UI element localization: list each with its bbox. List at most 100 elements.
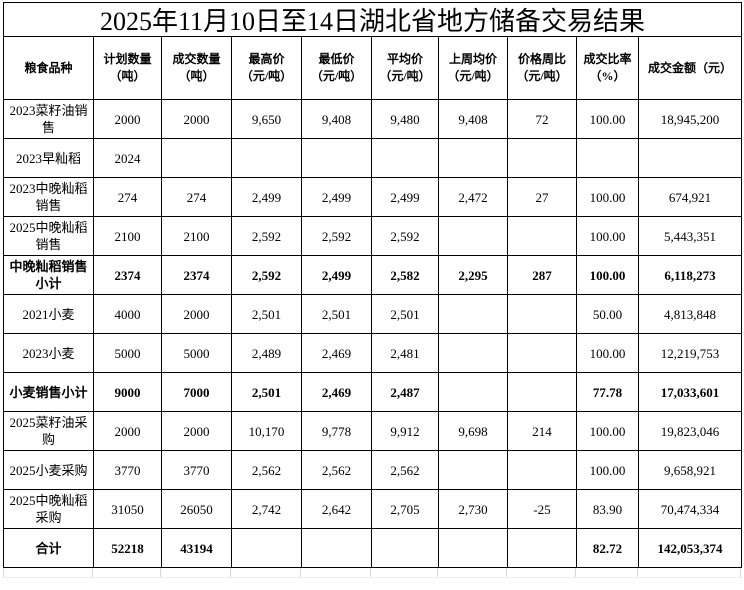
table-cell: 2,469 bbox=[301, 333, 372, 373]
table-cell: 2,592 bbox=[301, 216, 372, 256]
table-cell: 100.00 bbox=[576, 411, 639, 451]
trade-results-table: 粮食品种 计划数量 （吨） 成交数量 （吨） 最高价 （元/吨） 最低价 （元/… bbox=[3, 36, 742, 568]
table-cell: 3770 bbox=[93, 450, 162, 490]
table-header: 粮食品种 计划数量 （吨） 成交数量 （吨） 最高价 （元/吨） 最低价 （元/… bbox=[3, 36, 742, 100]
table-body: 2023菜籽油销售 2000 2000 9,650 9,408 9,480 9,408 72 1… bbox=[3, 99, 742, 568]
table-cell: 2024 bbox=[93, 138, 162, 178]
table-cell: 2,501 bbox=[371, 294, 439, 334]
table-cell: 2,642 bbox=[301, 489, 372, 529]
table-cell: 2000 bbox=[93, 99, 162, 139]
table-cell: 2100 bbox=[161, 216, 232, 256]
table-cell: 9,480 bbox=[371, 99, 439, 139]
table-cell: 100.00 bbox=[576, 450, 639, 490]
table-row: 2023早籼稻 2024 bbox=[3, 138, 742, 178]
header-row: 粮食品种 计划数量 （吨） 成交数量 （吨） 最高价 （元/吨） 最低价 （元/… bbox=[3, 36, 742, 100]
table-cell: 100.00 bbox=[576, 255, 639, 295]
table-row: 小麦销售小计 9000 7000 2,501 2,469 2,487 77.78 17,033… bbox=[3, 372, 742, 412]
table-row: 2025中晚籼稻采购 31050 26050 2,742 2,642 2,705 2,730… bbox=[3, 489, 742, 529]
table-cell: 2,742 bbox=[231, 489, 302, 529]
table-cell: 2,499 bbox=[301, 255, 372, 295]
column-header-avg-price: 平均价 （元/吨） bbox=[371, 36, 439, 100]
table-cell: 674,921 bbox=[638, 177, 742, 217]
table-cell: 5000 bbox=[93, 333, 162, 373]
table-cell: 2,592 bbox=[231, 216, 302, 256]
table-cell: 274 bbox=[161, 177, 232, 217]
table-cell: 142,053,374 bbox=[638, 528, 742, 568]
column-header-traded-qty: 成交数量 （吨） bbox=[161, 36, 232, 100]
table-cell: 31050 bbox=[93, 489, 162, 529]
table-cell: 2,730 bbox=[438, 489, 508, 529]
table-cell: 17,033,601 bbox=[638, 372, 742, 412]
table-cell bbox=[438, 294, 508, 334]
table-cell: 2,582 bbox=[371, 255, 439, 295]
table-row: 2021小麦 4000 2000 2,501 2,501 2,501 50.00 4,813,… bbox=[3, 294, 742, 334]
table-cell bbox=[576, 138, 639, 178]
table-cell bbox=[371, 138, 439, 178]
table-cell: 274 bbox=[93, 177, 162, 217]
table-cell: 12,219,753 bbox=[638, 333, 742, 373]
table-cell: 100.00 bbox=[576, 177, 639, 217]
grain-type-cell: 2023中晚籼稻销售 bbox=[3, 177, 94, 217]
table-cell: 2,499 bbox=[301, 177, 372, 217]
table-cell: 6,118,273 bbox=[638, 255, 742, 295]
table-title: 2025年11月10日至14日湖北省地方储备交易结果 bbox=[3, 2, 742, 36]
table-cell: 2000 bbox=[161, 411, 232, 451]
empty-spreadsheet-gridlines bbox=[3, 568, 742, 578]
table-cell: 2374 bbox=[161, 255, 232, 295]
table-row: 2023小麦 5000 5000 2,489 2,469 2,481 100.00 12,21… bbox=[3, 333, 742, 373]
table-cell: 2,501 bbox=[231, 294, 302, 334]
table-cell bbox=[301, 528, 372, 568]
table-cell: 2,489 bbox=[231, 333, 302, 373]
table-cell bbox=[438, 450, 508, 490]
table-cell: 2,562 bbox=[371, 450, 439, 490]
table-cell bbox=[507, 216, 577, 256]
table-cell: 2,499 bbox=[371, 177, 439, 217]
table-cell: 7000 bbox=[161, 372, 232, 412]
column-header-planned-qty: 计划数量 （吨） bbox=[93, 36, 162, 100]
table-cell bbox=[438, 216, 508, 256]
table-cell: 18,945,200 bbox=[638, 99, 742, 139]
table-cell: 10,170 bbox=[231, 411, 302, 451]
grain-type-cell: 2021小麦 bbox=[3, 294, 94, 334]
table-cell bbox=[507, 333, 577, 373]
table-cell: 9,408 bbox=[438, 99, 508, 139]
grain-type-cell: 中晚籼稻销售小计 bbox=[3, 255, 94, 295]
table-cell: 4000 bbox=[93, 294, 162, 334]
table-cell: 3770 bbox=[161, 450, 232, 490]
table-cell: 2,592 bbox=[231, 255, 302, 295]
table-cell: 50.00 bbox=[576, 294, 639, 334]
column-header-lastweek-price: 上周均价 （元/吨） bbox=[438, 36, 508, 100]
table-cell: 19,823,046 bbox=[638, 411, 742, 451]
table-cell: 77.78 bbox=[576, 372, 639, 412]
grain-type-cell: 2025菜籽油采购 bbox=[3, 411, 94, 451]
table-cell bbox=[438, 372, 508, 412]
table-row: 中晚籼稻销售小计 2374 2374 2,592 2,499 2,582 2,295 287 1… bbox=[3, 255, 742, 295]
table-cell bbox=[438, 138, 508, 178]
grain-type-cell: 2025中晚籼稻销售 bbox=[3, 216, 94, 256]
table-cell: 9,658,921 bbox=[638, 450, 742, 490]
table-cell: 9000 bbox=[93, 372, 162, 412]
table-cell: 5,443,351 bbox=[638, 216, 742, 256]
grain-type-cell: 合计 bbox=[3, 528, 94, 568]
grain-type-cell: 2025小麦采购 bbox=[3, 450, 94, 490]
table-cell: 5000 bbox=[161, 333, 232, 373]
table-cell: 2000 bbox=[93, 411, 162, 451]
table-cell: 72 bbox=[507, 99, 577, 139]
table-cell: 2,501 bbox=[301, 294, 372, 334]
table-cell: 100.00 bbox=[576, 333, 639, 373]
table-cell bbox=[231, 528, 302, 568]
grain-type-cell: 2023菜籽油销售 bbox=[3, 99, 94, 139]
table-cell: 2,499 bbox=[231, 177, 302, 217]
table-cell: 2,592 bbox=[371, 216, 439, 256]
table-cell bbox=[507, 450, 577, 490]
table-cell bbox=[438, 333, 508, 373]
table-cell: 2000 bbox=[161, 294, 232, 334]
table-cell bbox=[161, 138, 232, 178]
table-cell: 9,408 bbox=[301, 99, 372, 139]
table-cell: 2,481 bbox=[371, 333, 439, 373]
table-cell: 100.00 bbox=[576, 216, 639, 256]
table-row: 合计 52218 43194 82.72 142,053,374 bbox=[3, 528, 742, 568]
table-cell: 9,650 bbox=[231, 99, 302, 139]
table-cell: 2,487 bbox=[371, 372, 439, 412]
column-header-min-price: 最低价 （元/吨） bbox=[301, 36, 372, 100]
